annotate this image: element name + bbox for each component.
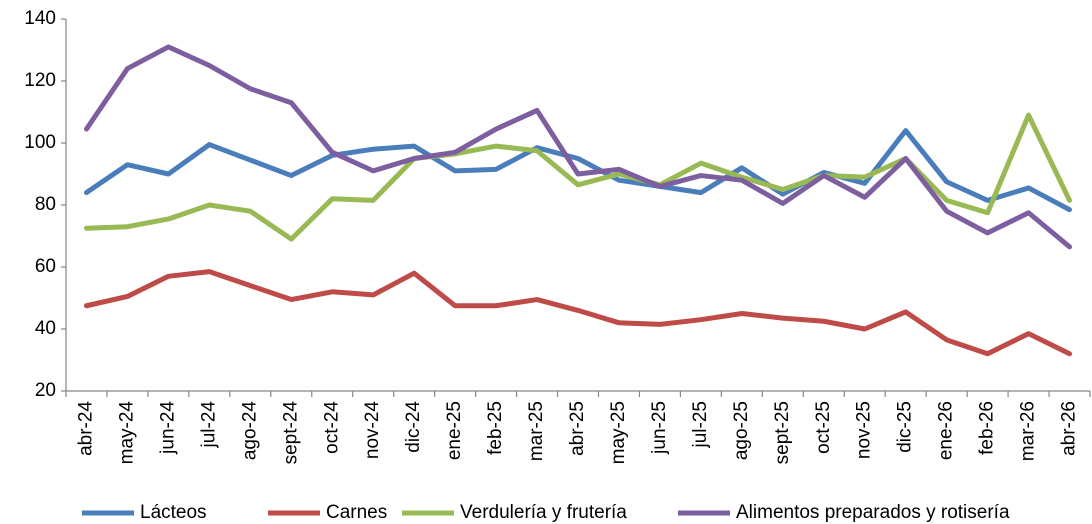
x-tick-label: jun-24 [157,401,178,455]
series-line [83,269,1073,357]
y-tick-label: 40 [35,318,56,339]
x-tick-label: abr-24 [75,401,96,456]
x-tick-label: ene-26 [936,401,957,460]
x-tick-label: may-25 [608,401,629,464]
x-tick-label: jun-25 [649,401,670,455]
x-tick-label: dic-24 [403,401,424,453]
x-tick-label: oct-25 [813,401,834,454]
x-tick-label: abr-26 [1059,401,1080,456]
y-tick-label: 120 [24,70,56,91]
x-tick-label: dic-25 [895,401,916,453]
x-tick-label: nov-25 [854,401,875,459]
x-tick-label: feb-25 [485,401,506,455]
x-tick-label: mar-26 [1018,401,1039,461]
x-tick-label: feb-26 [977,401,998,455]
series-line [83,128,1073,213]
x-tick-label: abr-25 [567,401,588,456]
x-tick-label: jul-25 [690,401,711,448]
x-tick-label: mar-25 [526,401,547,461]
x-tick-label: sept-24 [280,401,301,465]
y-tick-label: 20 [35,380,56,401]
legend-label: Lácteos [140,502,207,523]
x-tick-label: ene-25 [444,401,465,460]
x-tick-label: oct-24 [321,401,342,454]
y-tick-label: 60 [35,256,56,277]
y-tick-label: 100 [24,132,56,153]
x-tick-label: nov-24 [362,401,383,460]
x-tick-label: may-24 [116,401,137,465]
x-tick-label: jul-24 [198,401,219,449]
y-tick-label: 80 [35,194,56,215]
x-tick-label: ago-24 [239,401,260,461]
legend-label: Carnes [326,502,387,523]
legend-label: Verdulería y frutería [460,502,627,523]
legend-label: Alimentos preparados y rotisería [736,502,1010,523]
series-line [83,44,1073,250]
y-tick-label: 140 [24,8,56,29]
x-tick-label: sept-25 [772,401,793,464]
x-tick-label: ago-25 [731,401,752,460]
